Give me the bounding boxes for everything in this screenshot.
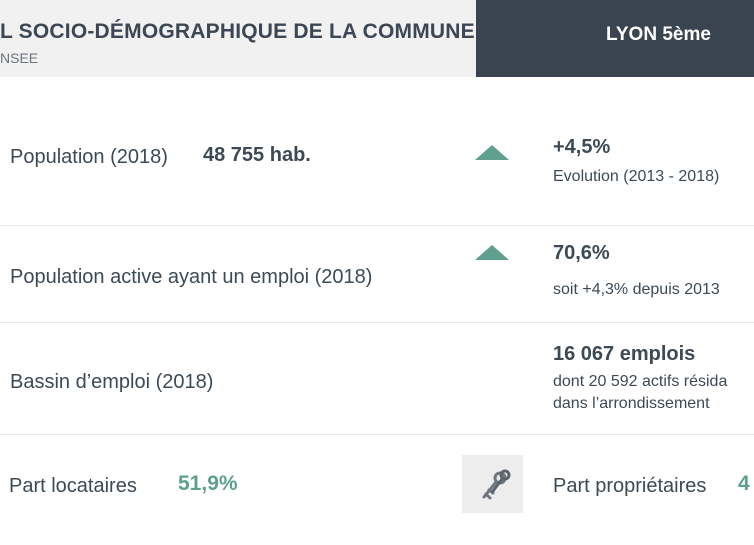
employment-pool-note-line1: dont 20 592 actifs résida: [553, 373, 728, 390]
commune-name: LYON 5ème: [606, 24, 711, 45]
row-divider: [0, 434, 754, 435]
population-label: Population (2018): [10, 146, 168, 168]
population-evolution-value: +4,5%: [553, 136, 611, 158]
employment-pool-label: Bassin d’emploi (2018): [10, 371, 214, 393]
up-triangle-icon: [475, 145, 509, 160]
owners-label: Part propriétaires: [553, 475, 707, 497]
population-value: 48 755 hab.: [203, 144, 311, 166]
section-source: NSEE: [0, 50, 39, 66]
tenants-value: 51,9%: [178, 472, 238, 495]
tenants-label: Part locataires: [9, 475, 137, 497]
active-population-note: soit +4,3% depuis 2013: [553, 281, 720, 298]
section-title: L SOCIO-DÉMOGRAPHIQUE DE LA COMMUNE: [0, 20, 475, 43]
row-divider: [0, 225, 754, 226]
employment-pool-note-line2: dans l’arrondissement: [553, 395, 710, 412]
population-evolution-note: Evolution (2013 - 2018): [553, 168, 720, 185]
active-population-value: 70,6%: [553, 242, 610, 264]
commune-header: LYON 5ème: [476, 0, 754, 77]
up-triangle-icon: [475, 245, 509, 260]
row-divider: [0, 322, 754, 323]
owners-value: 4: [738, 472, 750, 495]
employment-pool-value: 16 067 emplois: [553, 343, 696, 365]
section-header: L SOCIO-DÉMOGRAPHIQUE DE LA COMMUNE NSEE: [0, 0, 476, 77]
keys-icon: [462, 455, 523, 513]
active-population-label: Population active ayant un emploi (2018): [10, 266, 373, 288]
